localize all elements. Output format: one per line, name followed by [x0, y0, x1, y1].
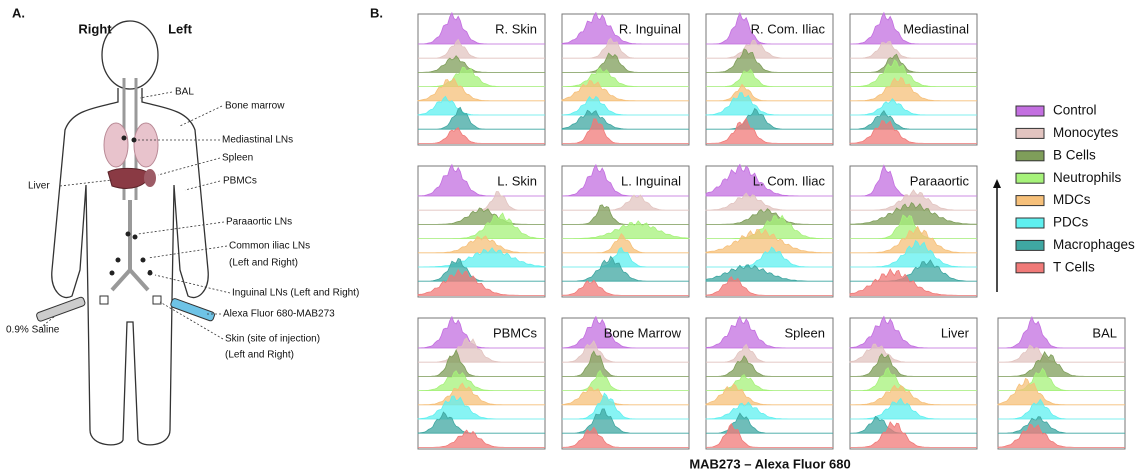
legend-label: B Cells: [1053, 147, 1096, 162]
annotation: Paraaortic LNs: [226, 217, 292, 228]
histogram-panel: R. Skin: [418, 13, 545, 145]
panel-title: R. Skin: [495, 21, 537, 36]
panel-title: Liver: [941, 325, 970, 340]
annotation: 0.9% Saline: [6, 325, 60, 336]
annotation: PBMCs: [223, 176, 257, 187]
legend-swatch: [1016, 128, 1044, 138]
legend-swatch: [1016, 240, 1044, 250]
histogram-panel: L. Com. Iliac: [706, 165, 833, 298]
legend-label: PDCs: [1053, 215, 1089, 230]
body-diagram: [36, 21, 230, 445]
histogram-panel: Liver: [850, 317, 977, 449]
annotation: Alexa Fluor 680-MAB273: [223, 309, 335, 320]
legend-swatch: [1016, 263, 1044, 273]
side-label: Right: [78, 21, 112, 36]
panel-title: L. Com. Iliac: [753, 173, 826, 188]
legend-swatch: [1016, 106, 1044, 116]
histogram-panel: R. Inguinal: [562, 13, 689, 145]
annotation: Common iliac LNs: [229, 241, 310, 252]
legend-label: T Cells: [1053, 259, 1095, 274]
panel-title: PBMCs: [493, 325, 538, 340]
histogram-panel: R. Com. Iliac: [706, 13, 833, 145]
side-label: Left: [168, 21, 193, 36]
panel-title: L. Inguinal: [621, 173, 681, 188]
panel-title: Spleen: [785, 325, 825, 340]
annotation: Liver: [28, 181, 50, 192]
panel-label: B.: [370, 5, 383, 20]
histogram-panel: L. Skin: [418, 165, 545, 297]
annotation: Bone marrow: [225, 101, 285, 112]
histogram-panel: PBMCs: [418, 317, 545, 449]
annotation: BAL: [175, 87, 194, 98]
annotation: Mediastinal LNs: [222, 135, 293, 146]
annotation: Inguinal LNs (Left and Right): [232, 288, 359, 299]
annotation: Skin (site of injection): [225, 334, 320, 345]
legend-swatch: [1016, 151, 1044, 161]
x-axis-label: MAB273 – Alexa Fluor 680: [689, 456, 850, 471]
panel-title: R. Inguinal: [619, 21, 681, 36]
legend-label: Macrophages: [1053, 237, 1135, 252]
panel-title: R. Com. Iliac: [751, 21, 826, 36]
histogram-panel: Paraaortic: [850, 165, 977, 297]
histogram-panel: Spleen: [706, 317, 833, 449]
arrow-head: [993, 179, 1001, 188]
legend-swatch: [1016, 218, 1044, 228]
panel-title: BAL: [1092, 325, 1117, 340]
histogram-panel: Mediastinal: [850, 13, 977, 145]
legend-swatch: [1016, 173, 1044, 183]
histogram-panel: L. Inguinal: [562, 165, 689, 297]
panel-title: Paraaortic: [910, 173, 970, 188]
histogram-panel: Bone Marrow: [562, 317, 689, 449]
figure: A. Right Left BAL Bone marrow Mediastina…: [0, 0, 1146, 476]
panel-title: Bone Marrow: [604, 325, 682, 340]
legend-label: Control: [1053, 103, 1097, 118]
histogram-panel: BAL: [998, 317, 1125, 449]
legend-label: Neutrophils: [1053, 170, 1122, 185]
legend-swatch: [1016, 196, 1044, 206]
annotation: (Left and Right): [229, 258, 298, 269]
panel-title: Mediastinal: [903, 21, 969, 36]
legend-label: MDCs: [1053, 192, 1091, 207]
panel-title: L. Skin: [497, 173, 537, 188]
annotation: (Left and Right): [225, 350, 294, 361]
legend-label: Monocytes: [1053, 125, 1119, 140]
annotation: Spleen: [222, 153, 253, 164]
panel-label: A.: [12, 5, 25, 20]
